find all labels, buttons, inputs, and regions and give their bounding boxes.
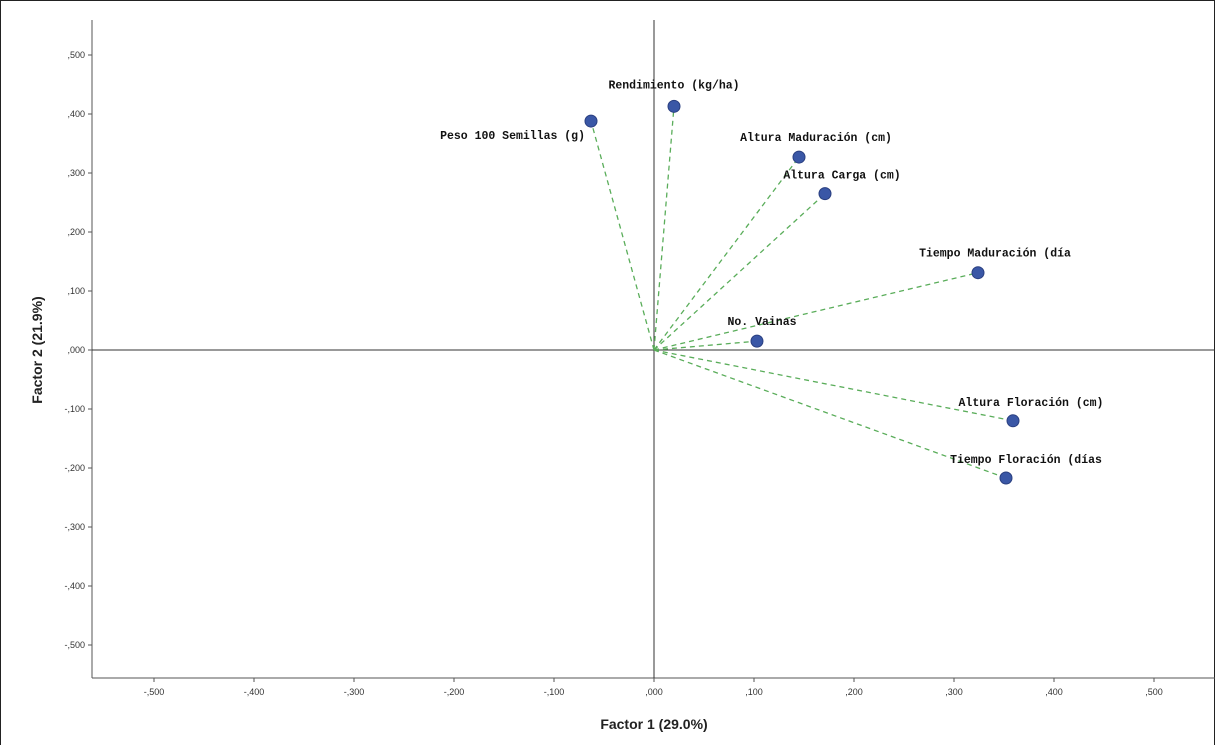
loading-vector	[653, 349, 1014, 422]
loading-point	[792, 150, 806, 164]
loading-point	[750, 334, 764, 348]
loading-point	[1006, 414, 1020, 428]
loading-vector	[653, 106, 675, 351]
y-tick-label: ,000	[67, 345, 85, 355]
y-tick-label: -,400	[64, 581, 85, 591]
x-tick-label: -,100	[544, 687, 565, 697]
x-tick-label: ,200	[845, 687, 863, 697]
x-tick-label: ,400	[1045, 687, 1063, 697]
x-axis-title: Factor 1 (29.0%)	[600, 716, 707, 732]
loading-points	[584, 99, 1020, 485]
y-tick-label: ,500	[67, 50, 85, 60]
point-label: Altura Carga (cm)	[783, 170, 900, 183]
loading-vector	[653, 156, 800, 351]
y-tick-label: ,400	[67, 109, 85, 119]
loading-vectors	[590, 106, 1014, 479]
point-label: Peso 100 Semillas (g)	[440, 130, 585, 143]
x-tick-label: -,500	[144, 687, 165, 697]
x-tick-label: ,300	[945, 687, 963, 697]
loading-point	[999, 471, 1013, 485]
x-tick-label: ,500	[1145, 687, 1163, 697]
x-axis-ticks: -,500 -,400 -,300 -,200 -,100 ,000 ,100 ,200 ,30…	[144, 678, 1163, 697]
loading-point	[971, 266, 985, 280]
loading-vector	[653, 272, 979, 351]
point-label: Tiempo Floración (días	[950, 454, 1102, 467]
point-label: Tiempo Maduración (día	[919, 248, 1071, 261]
x-tick-label: -,400	[244, 687, 265, 697]
loading-vector	[653, 340, 758, 351]
point-labels: Rendimiento (kg/ha) Peso 100 Semillas (g)…	[440, 79, 1103, 467]
y-tick-label: ,100	[67, 286, 85, 296]
x-tick-label: -,200	[444, 687, 465, 697]
point-label: Altura Floración (cm)	[959, 397, 1104, 410]
point-label: No. Vainas	[727, 316, 796, 329]
loading-point	[584, 114, 598, 128]
y-axis-title: Factor 2 (21.9%)	[29, 296, 45, 403]
x-tick-label: ,100	[745, 687, 763, 697]
point-label: Altura Maduración (cm)	[740, 132, 892, 145]
loading-point	[667, 99, 681, 113]
y-axis-ticks: ,500 ,400 ,300 ,200 ,100 ,000 -,100 -,200 -,300 -…	[64, 50, 92, 650]
point-label: Rendimiento (kg/ha)	[608, 79, 739, 92]
loading-vector	[653, 193, 826, 351]
y-tick-label: -,300	[64, 522, 85, 532]
loading-vector	[590, 120, 655, 351]
x-tick-label: -,300	[344, 687, 365, 697]
x-tick-label: ,000	[645, 687, 663, 697]
loading-point	[818, 187, 832, 201]
y-tick-label: -,500	[64, 640, 85, 650]
y-tick-label: -,100	[64, 404, 85, 414]
y-tick-label: ,200	[67, 227, 85, 237]
y-tick-label: -,200	[64, 463, 85, 473]
y-tick-label: ,300	[67, 168, 85, 178]
